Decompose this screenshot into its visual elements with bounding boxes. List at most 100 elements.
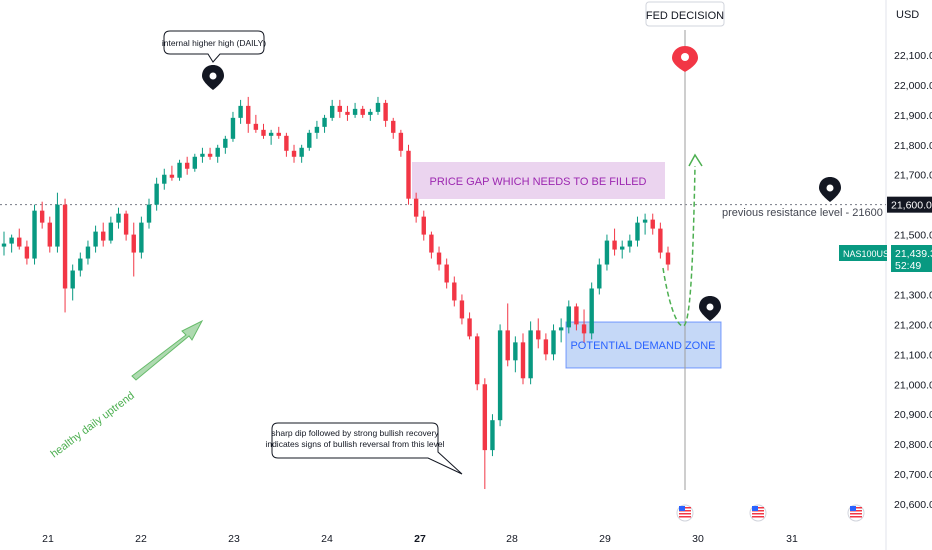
candle: [116, 207, 121, 229]
current-price-badge[interactable]: 21,439.3 52:49: [891, 245, 932, 272]
candle: [597, 258, 602, 295]
y-tick-label: 20,800.0: [894, 439, 932, 451]
y-tick-label: 22,100.0: [894, 50, 932, 62]
projection-path: [662, 165, 696, 327]
candle: [658, 222, 663, 259]
candle: [604, 234, 610, 271]
candle: [253, 114, 259, 133]
candle: [139, 216, 144, 259]
y-tick-label: 20,600.0: [894, 499, 932, 511]
us-flag-icon[interactable]: [676, 504, 694, 522]
y-axis-labels[interactable]: 22,100.0 22,000.0 21,900.0 21,800.0 21,700.0…: [894, 50, 932, 511]
y-tick-label: 21,100.0: [894, 349, 932, 361]
candle: [368, 108, 373, 121]
us-flag-icon[interactable]: [847, 504, 865, 522]
candle: [39, 201, 45, 229]
fed-decision-box[interactable]: [645, 1, 725, 27]
uptrend-arrow[interactable]: [131, 319, 204, 381]
candle: [635, 216, 640, 247]
x-tick-label: 31: [786, 533, 798, 545]
candle: [322, 114, 327, 133]
candle: [238, 99, 243, 124]
red-pin-icon[interactable]: [672, 46, 698, 72]
demand-zone-label: POTENTIAL DEMAND ZONE: [570, 340, 715, 352]
candle: [528, 321, 533, 385]
candle: [558, 318, 564, 343]
y-tick-label: 20,900.0: [894, 409, 932, 421]
candle: [192, 153, 198, 172]
black-pin-icon[interactable]: [202, 65, 224, 90]
candle: [78, 252, 83, 277]
candle: [391, 117, 396, 139]
candle: [383, 99, 388, 127]
currency-label[interactable]: USD: [896, 9, 919, 21]
candle: [162, 168, 167, 190]
internal-high-callout[interactable]: internal higher high (DAILY): [162, 30, 266, 63]
candle: [223, 135, 228, 154]
candle: [429, 231, 434, 259]
candle: [520, 333, 526, 385]
candle: [543, 333, 549, 361]
candle: [505, 303, 510, 367]
candle: [299, 144, 304, 163]
black-pin-icon[interactable]: [819, 177, 841, 202]
y-tick-label: 21,300.0: [894, 289, 932, 301]
candle: [482, 378, 488, 490]
candle: [490, 414, 495, 457]
candle: [1, 231, 7, 256]
us-flag-icon[interactable]: [749, 504, 767, 522]
x-tick-label: 24: [321, 533, 333, 545]
candle: [268, 129, 274, 145]
candle: [154, 177, 159, 211]
candle: [574, 303, 579, 331]
internal-high-text: internal higher high (DAILY): [162, 38, 266, 48]
candle: [360, 105, 365, 118]
y-tick-label: 21,700.0: [894, 170, 932, 182]
candle: [665, 246, 671, 271]
candle: [276, 126, 281, 139]
previous-resistance-label: previous resistance level - 21600: [722, 207, 883, 219]
demand-zone-box[interactable]: [565, 321, 722, 369]
candle: [620, 240, 625, 259]
candle: [459, 294, 465, 325]
candle: [436, 246, 442, 271]
candle: [47, 216, 52, 253]
price-gap-box[interactable]: [412, 162, 665, 199]
candle: [101, 222, 106, 247]
resistance-price-badge[interactable]: 21,600.0: [887, 196, 932, 213]
candle: [200, 147, 205, 163]
candle: [131, 222, 136, 277]
candle: [444, 258, 449, 289]
fed-decision-label: FED DECISION: [646, 10, 724, 22]
candle: [627, 234, 633, 253]
event-markers[interactable]: [676, 504, 865, 522]
candle: [398, 129, 404, 157]
candle: [345, 105, 350, 121]
candle: [85, 240, 91, 265]
current-price-value: 21,439.3: [895, 248, 932, 260]
candle: [70, 264, 75, 301]
y-tick-label: 20,700.0: [894, 469, 932, 481]
candle: [291, 144, 297, 163]
candle: [551, 324, 556, 361]
candle: [581, 309, 587, 343]
dip-callout[interactable]: sharp dip followed by strong bullish rec…: [265, 422, 463, 475]
candle: [375, 96, 381, 115]
candle: [513, 336, 518, 373]
candle: [307, 129, 312, 151]
symbol-label: NAS100USD: [843, 249, 896, 259]
candle: [62, 198, 68, 313]
symbol-badge[interactable]: NAS100USD: [839, 245, 896, 261]
x-tick-label: 23: [228, 533, 240, 545]
candle: [261, 123, 266, 139]
y-tick-label: 21,900.0: [894, 110, 932, 122]
candle: [413, 192, 419, 223]
resistance-price-value: 21,600.0: [891, 200, 932, 212]
x-axis-labels[interactable]: 21 22 23 24 27 28 29 30 31: [42, 533, 798, 545]
dip-text-line1: sharp dip followed by strong bullish rec…: [271, 428, 439, 438]
y-tick-label: 21,800.0: [894, 140, 932, 152]
black-pin-icon[interactable]: [699, 296, 721, 321]
candle: [337, 99, 343, 118]
candle: [566, 300, 571, 334]
